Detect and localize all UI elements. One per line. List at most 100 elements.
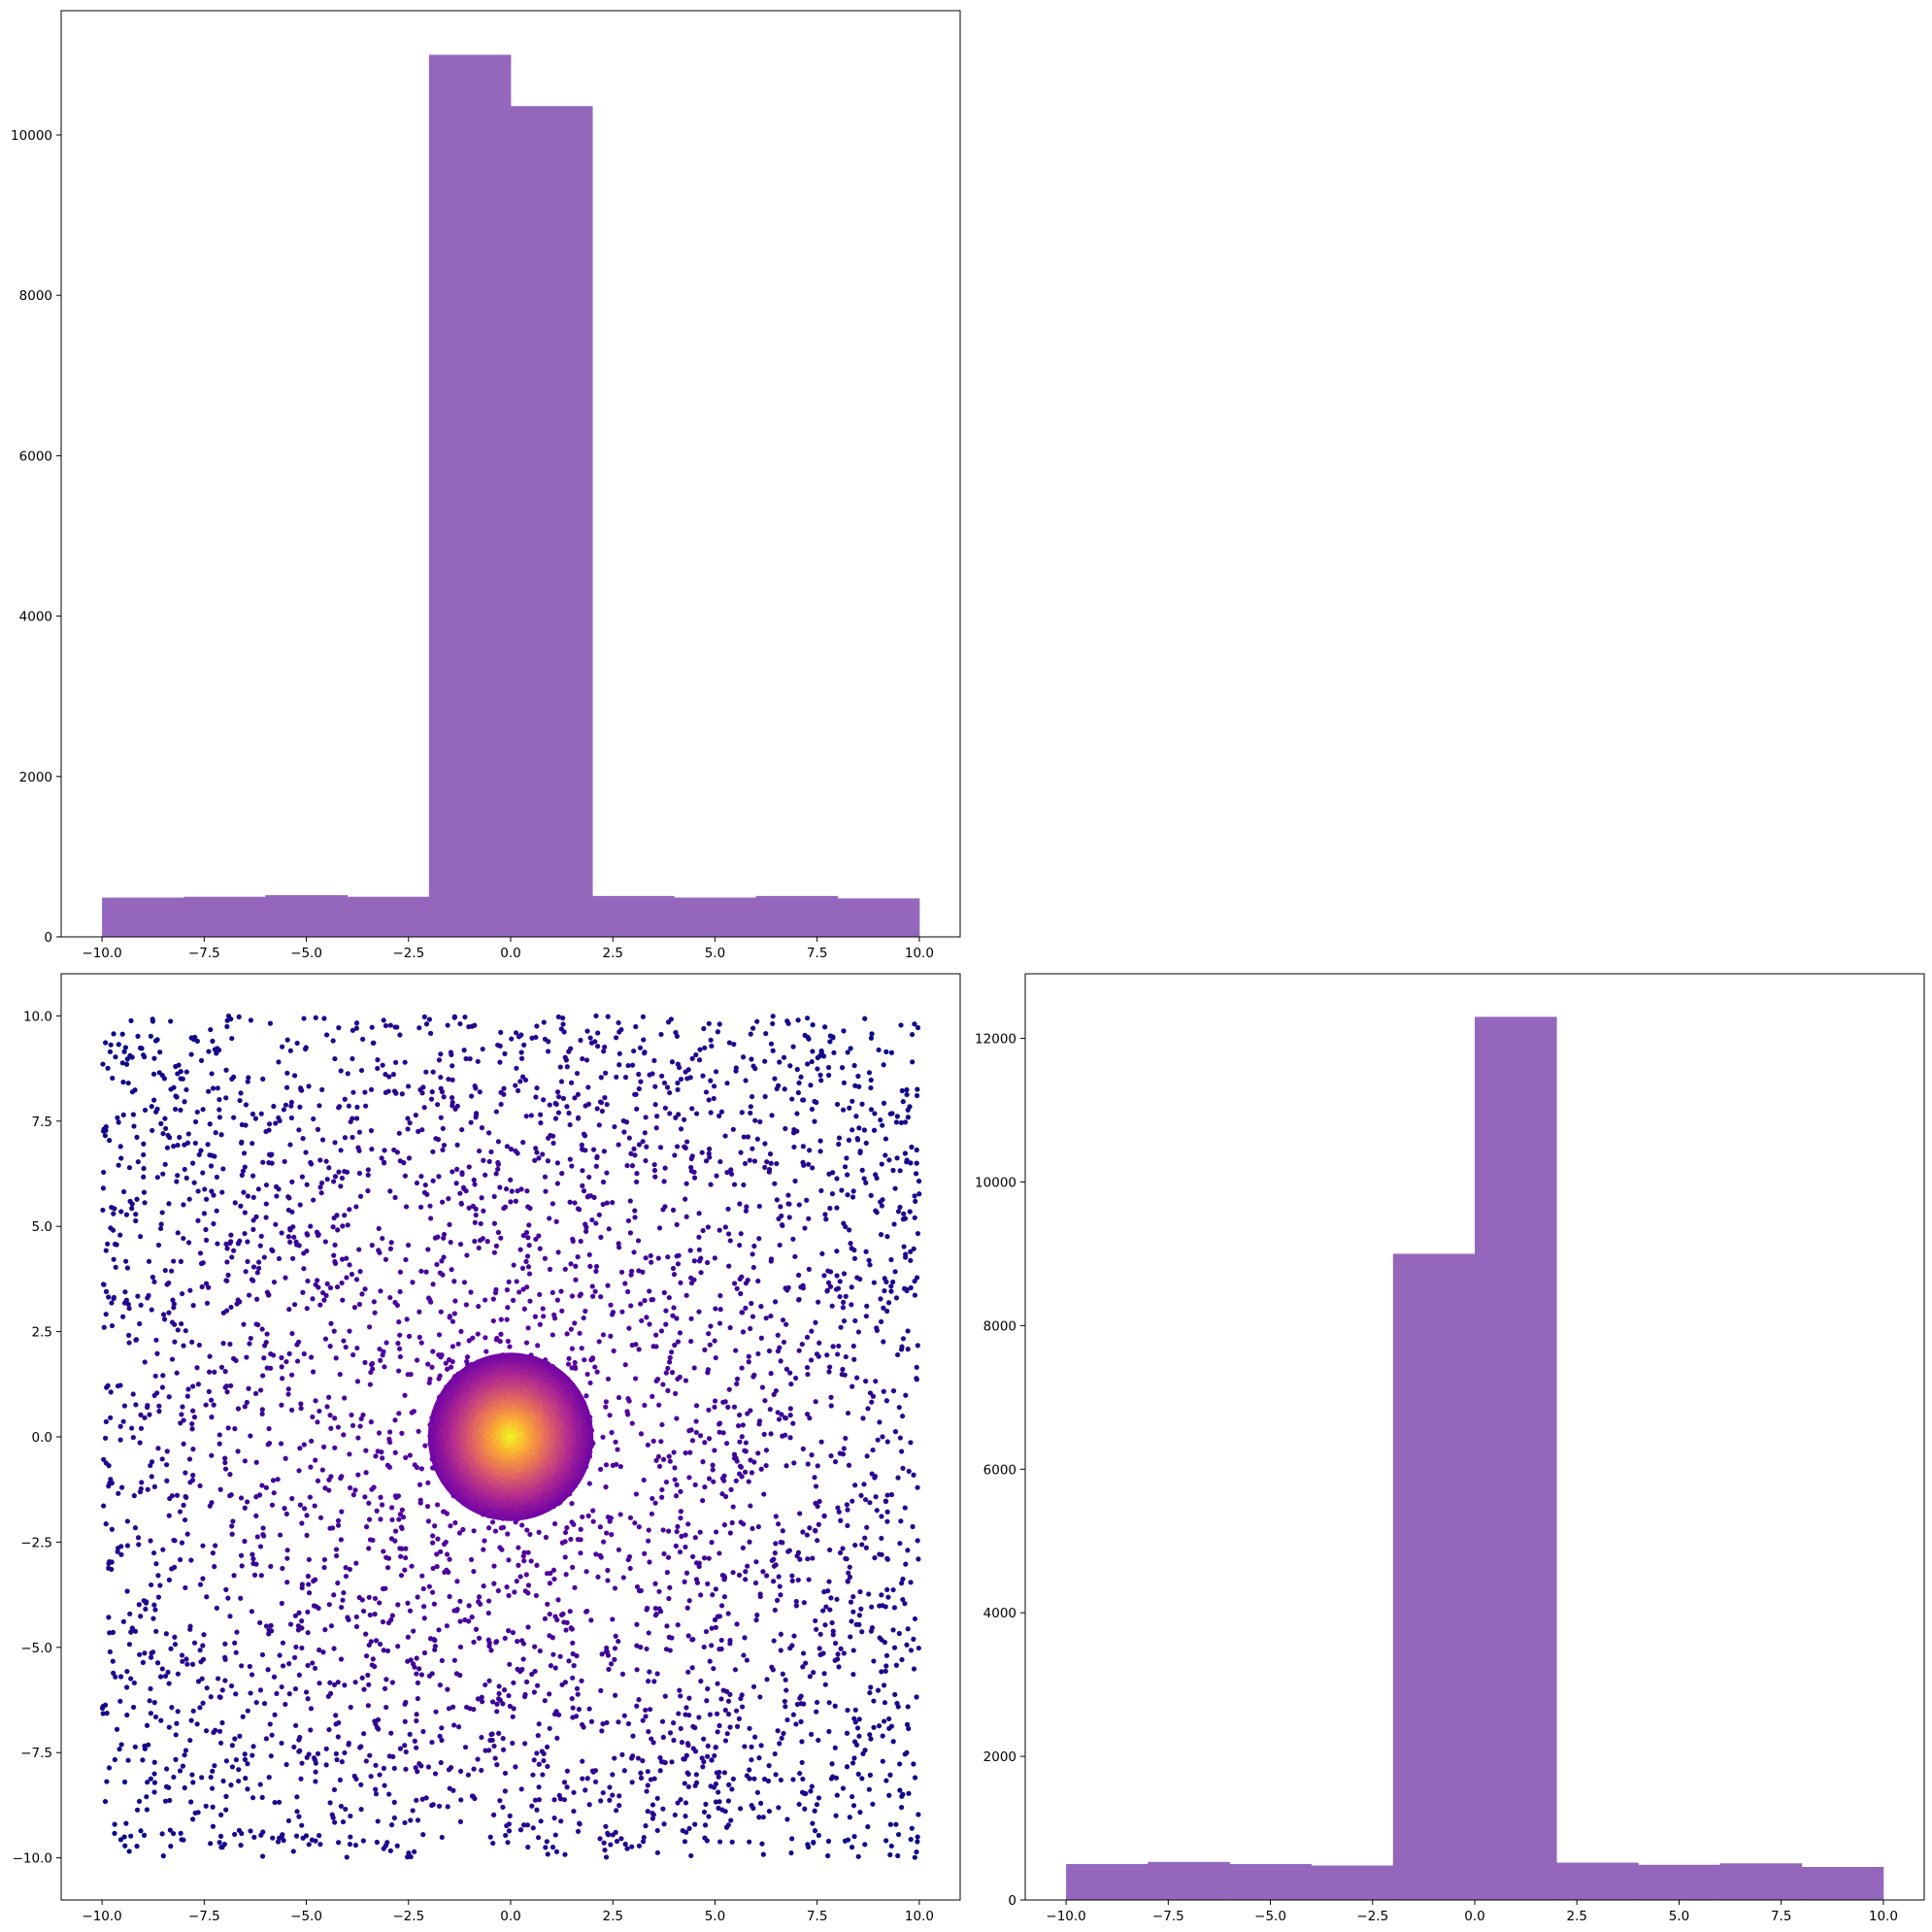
scatter-point bbox=[787, 1370, 793, 1376]
scatter-point bbox=[208, 1774, 214, 1781]
scatter-point bbox=[342, 1135, 349, 1141]
scatter-point bbox=[397, 1032, 403, 1038]
scatter-point bbox=[188, 1799, 194, 1805]
scatter-point bbox=[224, 1246, 230, 1251]
scatter-point bbox=[725, 1698, 732, 1704]
scatter-point bbox=[523, 1340, 530, 1346]
scatter-point bbox=[867, 1689, 873, 1696]
scatter-point bbox=[301, 1506, 308, 1512]
scatter-point bbox=[287, 1142, 293, 1148]
scatter-point bbox=[649, 1736, 654, 1742]
scatter-point bbox=[373, 1453, 379, 1459]
scatter-point bbox=[849, 1498, 855, 1504]
scatter-point bbox=[281, 1107, 287, 1113]
scatter-point bbox=[121, 1834, 127, 1840]
scatter-point bbox=[120, 1314, 126, 1319]
scatter-point bbox=[552, 1665, 558, 1671]
scatter-point bbox=[219, 1189, 225, 1195]
scatter-point bbox=[387, 1294, 393, 1301]
scatter-point bbox=[764, 1677, 770, 1682]
scatter-point bbox=[451, 1014, 458, 1019]
scatter-point bbox=[863, 1497, 869, 1503]
scatter-point bbox=[197, 1250, 204, 1256]
scatter-point bbox=[120, 1080, 126, 1085]
scatter-point bbox=[124, 1712, 130, 1718]
scatter-point bbox=[760, 1851, 766, 1857]
scatter-point bbox=[259, 1853, 266, 1859]
scatter-point bbox=[215, 1085, 220, 1091]
scatter-point bbox=[498, 1316, 504, 1322]
scatter-point bbox=[571, 1789, 577, 1795]
scatter-point bbox=[129, 1054, 135, 1060]
scatter-point bbox=[185, 1386, 191, 1392]
scatter-point bbox=[249, 1277, 255, 1282]
scatter-point bbox=[805, 1842, 811, 1848]
scatter-point bbox=[224, 1389, 230, 1395]
scatter-point bbox=[365, 1672, 371, 1679]
scatter-point bbox=[758, 1466, 764, 1472]
scatter-point bbox=[130, 1391, 136, 1397]
scatter-point bbox=[634, 1667, 640, 1673]
scatter-point bbox=[805, 1556, 811, 1562]
scatter-point bbox=[264, 1331, 270, 1337]
scatter-point bbox=[902, 1505, 908, 1511]
scatter-point bbox=[434, 1551, 440, 1557]
scatter-point bbox=[805, 1371, 811, 1378]
scatter-point bbox=[505, 1305, 511, 1311]
scatter-point bbox=[656, 1606, 662, 1612]
scatter-point bbox=[529, 1671, 535, 1678]
scatter-point bbox=[476, 1594, 483, 1600]
scatter-point bbox=[136, 1602, 142, 1608]
scatter-point bbox=[616, 1547, 622, 1552]
scatter-point bbox=[438, 1549, 444, 1554]
scatter-point bbox=[280, 1640, 286, 1646]
scatter-point bbox=[760, 1815, 766, 1820]
scatter-point bbox=[189, 1772, 195, 1778]
scatter-point bbox=[806, 1266, 812, 1272]
scatter-point bbox=[802, 1225, 808, 1231]
scatter-point bbox=[107, 1649, 113, 1655]
scatter-point bbox=[350, 1089, 356, 1095]
scatter-point bbox=[102, 1798, 109, 1805]
scatter-point bbox=[437, 1682, 443, 1688]
scatter-point bbox=[495, 1587, 501, 1594]
scatter-point bbox=[129, 1625, 135, 1631]
scatter-point bbox=[169, 1566, 175, 1572]
scatter-point bbox=[376, 1225, 382, 1232]
scatter-point bbox=[192, 1118, 199, 1125]
scatter-point bbox=[117, 1747, 122, 1752]
scatter-point bbox=[209, 1452, 215, 1458]
scatter-point bbox=[339, 1474, 345, 1480]
scatter-point bbox=[284, 1037, 290, 1043]
scatter-point bbox=[838, 1646, 844, 1651]
scatter-point bbox=[491, 1249, 497, 1255]
scatter-point bbox=[806, 1577, 812, 1582]
scatter-point bbox=[510, 1630, 516, 1636]
scatter-point bbox=[372, 1612, 378, 1617]
scatter-point bbox=[682, 1579, 687, 1584]
scatter-point bbox=[367, 1752, 373, 1758]
scatter-point bbox=[737, 1439, 743, 1445]
scatter-point bbox=[195, 1188, 201, 1194]
scatter-point bbox=[408, 1817, 414, 1823]
scatter-point bbox=[402, 1173, 409, 1179]
scatter-point bbox=[353, 1623, 360, 1630]
scatter-point bbox=[395, 1341, 401, 1347]
scatter-point bbox=[808, 1788, 814, 1794]
scatter-point bbox=[743, 1078, 749, 1083]
scatter-point bbox=[890, 1586, 896, 1593]
scatter-point bbox=[576, 1707, 583, 1713]
scatter-point bbox=[334, 1213, 340, 1218]
hist-top-left-xtick-label: 2.5 bbox=[602, 946, 622, 961]
scatter-point bbox=[569, 1293, 576, 1299]
scatter-point bbox=[165, 1669, 171, 1675]
scatter-point bbox=[604, 1649, 610, 1654]
scatter-point bbox=[529, 1035, 535, 1041]
scatter-point bbox=[883, 1136, 889, 1142]
scatter-point bbox=[828, 1595, 834, 1601]
scatter-point bbox=[564, 1768, 571, 1774]
scatter-point bbox=[775, 1349, 782, 1354]
scatter-point bbox=[570, 1564, 576, 1570]
scatter-point bbox=[644, 1607, 650, 1613]
scatter-point bbox=[171, 1537, 177, 1544]
